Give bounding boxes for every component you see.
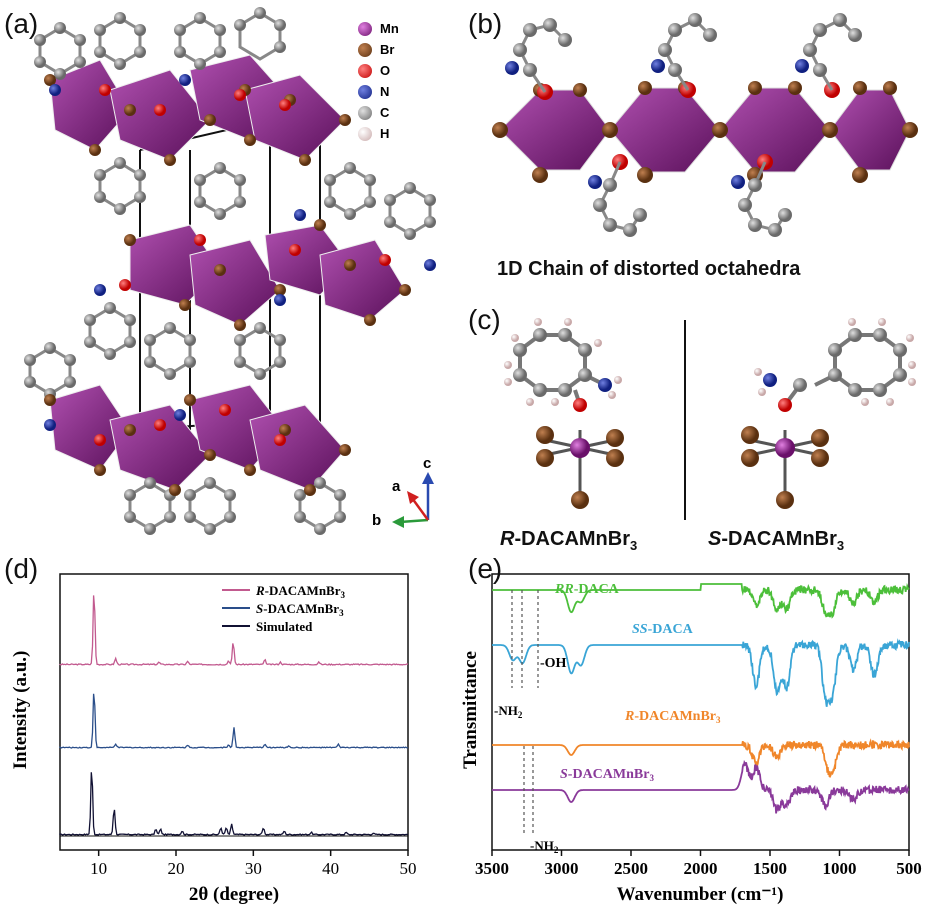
legend-item-h: H xyxy=(358,123,399,144)
octahedra-layer-middle xyxy=(129,224,406,326)
legend-sim-label: Simulated xyxy=(256,619,313,634)
ftir-xtick-label: 3000 xyxy=(545,859,579,878)
ftir-xtick-label: 2500 xyxy=(614,859,648,878)
legend-label-mn: Mn xyxy=(380,21,399,36)
xrd-xtick-label: 10 xyxy=(90,859,107,878)
ftir-xtick-label: 2000 xyxy=(684,859,718,878)
ftir-xlabel: Wavenumber (cm⁻¹) xyxy=(617,884,784,905)
axis-triad xyxy=(392,472,434,528)
nh2-annotation-top: -NH2 xyxy=(494,703,523,720)
series-label-s-mn: S-DACAMnBr3 xyxy=(560,767,654,783)
panel-label-d: (d) xyxy=(4,553,39,584)
xrd-xtick-label: 20 xyxy=(168,859,185,878)
series-label-rr-daca: RR-DACA xyxy=(554,582,620,597)
mn-swatch xyxy=(358,21,372,36)
crystal-structure-illustration xyxy=(24,7,436,535)
legend-item-o: O xyxy=(358,60,399,81)
series-label-ss-daca: SS-DACA xyxy=(632,622,694,637)
legend-item-n: N xyxy=(358,81,399,102)
n-swatch xyxy=(358,84,372,99)
s-enantiomer-label: S-DACAMnBr3 xyxy=(708,528,845,553)
legend-item-br: Br xyxy=(358,39,399,60)
legend-label-h: H xyxy=(380,126,390,141)
xrd-series-2 xyxy=(59,772,409,836)
enantiomer-illustration xyxy=(504,318,916,520)
series-label-r-mn: R-DACAMnBr3 xyxy=(624,709,721,725)
xrd-chart: 10 20 30 40 50 Intensity (a.u.) 2θ (degree) … xyxy=(10,573,417,905)
axis-b-label: b xyxy=(372,512,382,529)
legend-s-label: S-DACAMnBr3 xyxy=(256,601,344,618)
atom-legend: Mn Br O N C H xyxy=(358,18,399,144)
r-enantiomer-label: R-DACAMnBr3 xyxy=(500,528,638,553)
h-swatch xyxy=(358,126,372,141)
xrd-xtick-label: 30 xyxy=(245,859,262,878)
legend-item-c: C xyxy=(358,102,399,123)
panel-label-b: (b) xyxy=(468,8,503,39)
chain-illustration xyxy=(492,13,918,237)
chain-caption: 1D Chain of distorted octahedra xyxy=(497,258,801,280)
ftir-series-3 xyxy=(492,759,910,814)
legend-r-label: R-DACAMnBr3 xyxy=(255,583,346,600)
ftir-xtick-label: 1000 xyxy=(823,859,857,878)
nh2-annotation-bottom: -NH2 xyxy=(530,838,559,855)
axis-c-label: c xyxy=(423,455,432,472)
oh-annotation: -OH xyxy=(540,656,567,671)
legend-label-o: O xyxy=(380,63,391,78)
xrd-xlabel: 2θ (degree) xyxy=(189,884,279,905)
xrd-series-0 xyxy=(59,595,409,666)
o-swatch xyxy=(358,63,372,78)
c-swatch xyxy=(358,105,372,120)
xrd-plot-frame xyxy=(59,573,409,851)
panel-label-c: (c) xyxy=(468,304,501,335)
legend-item-mn: Mn xyxy=(358,18,399,39)
ftir-xtick-label: 3500 xyxy=(475,859,509,878)
br-swatch xyxy=(358,42,372,57)
ftir-series-0 xyxy=(492,582,910,619)
octahedra-layer-bottom xyxy=(49,384,346,491)
ftir-series-2 xyxy=(492,738,910,778)
panel-label-a: (a) xyxy=(4,8,39,39)
ftir-chart: 3500 3000 2500 2000 1500 1000 500 Transmittanc… xyxy=(460,573,922,905)
ftir-xtick-label: 1500 xyxy=(753,859,787,878)
legend-label-n: N xyxy=(380,84,390,99)
xrd-xtick-label: 50 xyxy=(400,859,417,878)
ftir-series-1 xyxy=(492,638,910,707)
ftir-xtick-label: 500 xyxy=(896,859,922,878)
panel-label-e: (e) xyxy=(468,553,503,584)
xrd-ylabel: Intensity (a.u.) xyxy=(10,651,31,770)
legend-label-br: Br xyxy=(380,42,395,57)
axis-a-label: a xyxy=(392,478,401,495)
xrd-series-1 xyxy=(59,693,409,749)
xrd-legend: R-DACAMnBr3 S-DACAMnBr3 Simulated xyxy=(222,583,346,634)
legend-label-c: C xyxy=(380,105,390,120)
ftir-ylabel: Transmittance xyxy=(460,651,481,769)
xrd-xtick-label: 40 xyxy=(322,859,339,878)
